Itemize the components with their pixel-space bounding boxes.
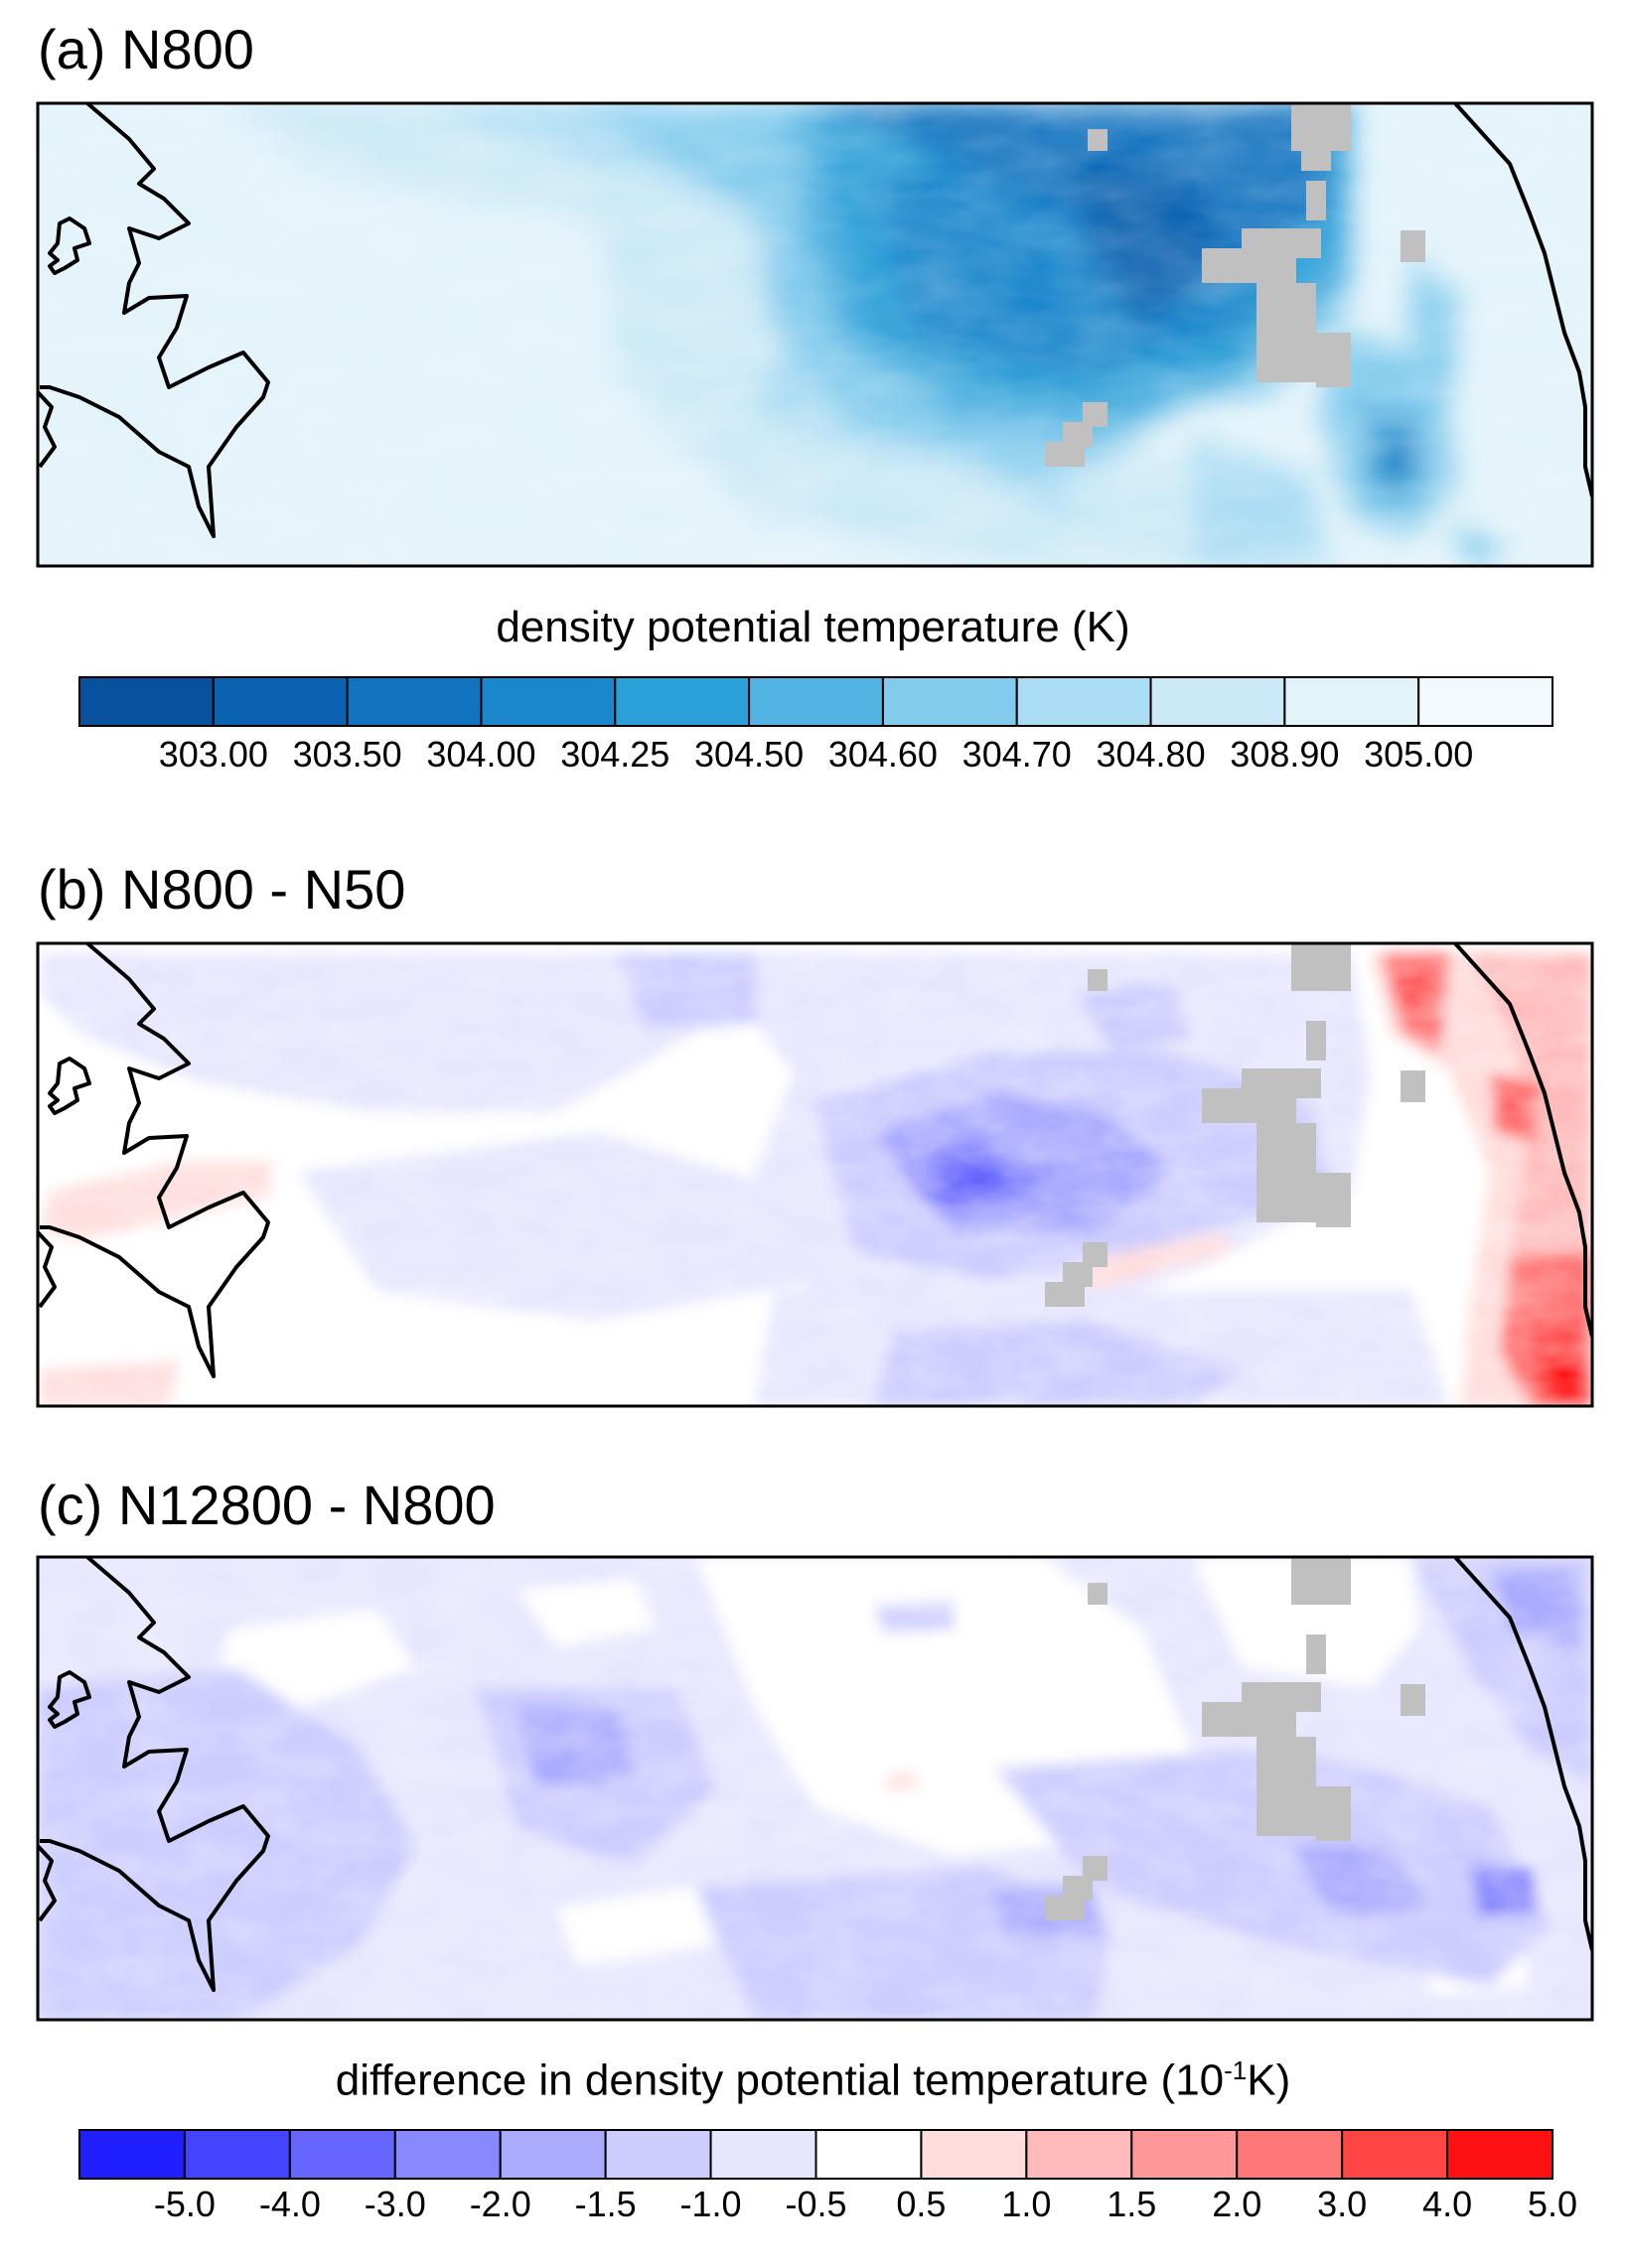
colorbar-top-tick-label: 304.70 — [962, 734, 1072, 775]
colorbar-bottom-swatch — [393, 2129, 502, 2180]
panel-b-frame — [36, 941, 1594, 1408]
colorbar-top-swatch — [1149, 676, 1286, 727]
colorbar-top-swatch — [1283, 676, 1420, 727]
colorbar-top-swatch — [346, 676, 483, 727]
panel-b-map — [38, 943, 1592, 1406]
colorbar-bottom-tick-label: 2.0 — [1212, 2184, 1261, 2224]
colorbar-top-tick-label: 303.00 — [159, 734, 268, 775]
colorbar-bottom-swatch — [1236, 2129, 1344, 2180]
panel-c-missing-data — [1045, 1557, 1425, 1920]
colorbar-bottom-tick-label: -0.5 — [785, 2184, 846, 2224]
colorbar-bottom-tick-label: 1.0 — [1001, 2184, 1051, 2224]
colorbar-bottom-tick-label: 5.0 — [1528, 2184, 1577, 2224]
colorbar-bottom-tick-label: -4.0 — [259, 2184, 321, 2224]
colorbar-bottom-title-suffix: K) — [1247, 2055, 1291, 2105]
colorbar-bottom-swatch — [499, 2129, 607, 2180]
colorbar-bottom-tick-label: 3.0 — [1317, 2184, 1367, 2224]
panel-a-frame — [36, 101, 1594, 568]
colorbar-bottom-title: difference in density potential temperat… — [0, 2057, 1626, 2103]
panel-c-frame — [36, 1555, 1594, 2022]
colorbar-bottom-swatch — [604, 2129, 712, 2180]
colorbar-bottom-tick-label: -1.5 — [575, 2184, 637, 2224]
colorbar-bottom-swatch — [1130, 2129, 1239, 2180]
colorbar-top-swatch — [748, 676, 884, 727]
colorbar-top-tick-label: 308.90 — [1230, 734, 1339, 775]
panel-c-title: (c) N12800 - N800 — [38, 1474, 496, 1536]
colorbar-top-tick-label: 304.50 — [694, 734, 804, 775]
colorbar-bottom-tick-label: 1.5 — [1107, 2184, 1156, 2224]
colorbar-bottom-swatch — [1446, 2129, 1553, 2180]
colorbar-bottom-title-exp: -1 — [1224, 2055, 1248, 2085]
colorbar-bottom-title-prefix: difference in density potential temperat… — [335, 2055, 1225, 2105]
colorbar-bottom-tick-label: -2.0 — [470, 2184, 531, 2224]
colorbar-top-title: density potential temperature (K) — [496, 603, 1130, 651]
colorbar-bottom-swatch — [183, 2129, 291, 2180]
colorbar-top-swatch — [1417, 676, 1553, 727]
colorbar-top-tick-label: 305.00 — [1364, 734, 1473, 775]
colorbar-bottom-swatch — [920, 2129, 1028, 2180]
colorbar-bottom-tick-label: -1.0 — [680, 2184, 742, 2224]
colorbar-top-tick-label: 304.25 — [560, 734, 669, 775]
colorbar-top-swatch — [78, 676, 215, 727]
panel-b-missing-data — [1045, 943, 1425, 1307]
panel-b-title: (b) N800 - N50 — [38, 858, 406, 921]
colorbar-top-tick-label: 303.50 — [293, 734, 402, 775]
colorbar-bottom-swatch — [709, 2129, 817, 2180]
colorbar-top-tick-label: 304.60 — [828, 734, 938, 775]
colorbar-bottom-tick-label: 0.5 — [896, 2184, 946, 2224]
colorbar-bottom-swatch — [814, 2129, 923, 2180]
colorbar-bottom-swatch — [288, 2129, 396, 2180]
colorbar-top-swatch — [1015, 676, 1152, 727]
colorbar-top-swatch — [212, 676, 349, 727]
colorbar-top-swatch — [881, 676, 1018, 727]
panel-a-map — [38, 103, 1592, 566]
colorbar-top-swatch — [614, 676, 751, 727]
colorbar-bottom-swatch — [78, 2129, 186, 2180]
colorbar-bottom-swatch — [1025, 2129, 1133, 2180]
panel-c-map — [38, 1557, 1592, 2020]
colorbar-bottom-tick-label: 4.0 — [1422, 2184, 1472, 2224]
colorbar-top-swatch — [480, 676, 617, 727]
colorbar-bottom-tick-label: -3.0 — [365, 2184, 426, 2224]
colorbar-bottom-tick-label: -5.0 — [154, 2184, 216, 2224]
colorbar-top: 303.00 303.50 304.00 304.25 304.50 304.60 304.… — [78, 676, 1553, 775]
colorbar-bottom-swatch — [1341, 2129, 1449, 2180]
colorbar-top-tick-label: 304.00 — [426, 734, 535, 775]
colorbar-bottom: -5.0 -4.0 -3.0 -2.0 -1.5 -1.0 -0.5 0.5 1.0 1.5 2.0… — [78, 2129, 1577, 2224]
panel-a-missing-data — [1045, 103, 1425, 467]
panel-a-title: (a) N800 — [38, 18, 254, 80]
colorbar-top-tick-label: 304.80 — [1096, 734, 1205, 775]
